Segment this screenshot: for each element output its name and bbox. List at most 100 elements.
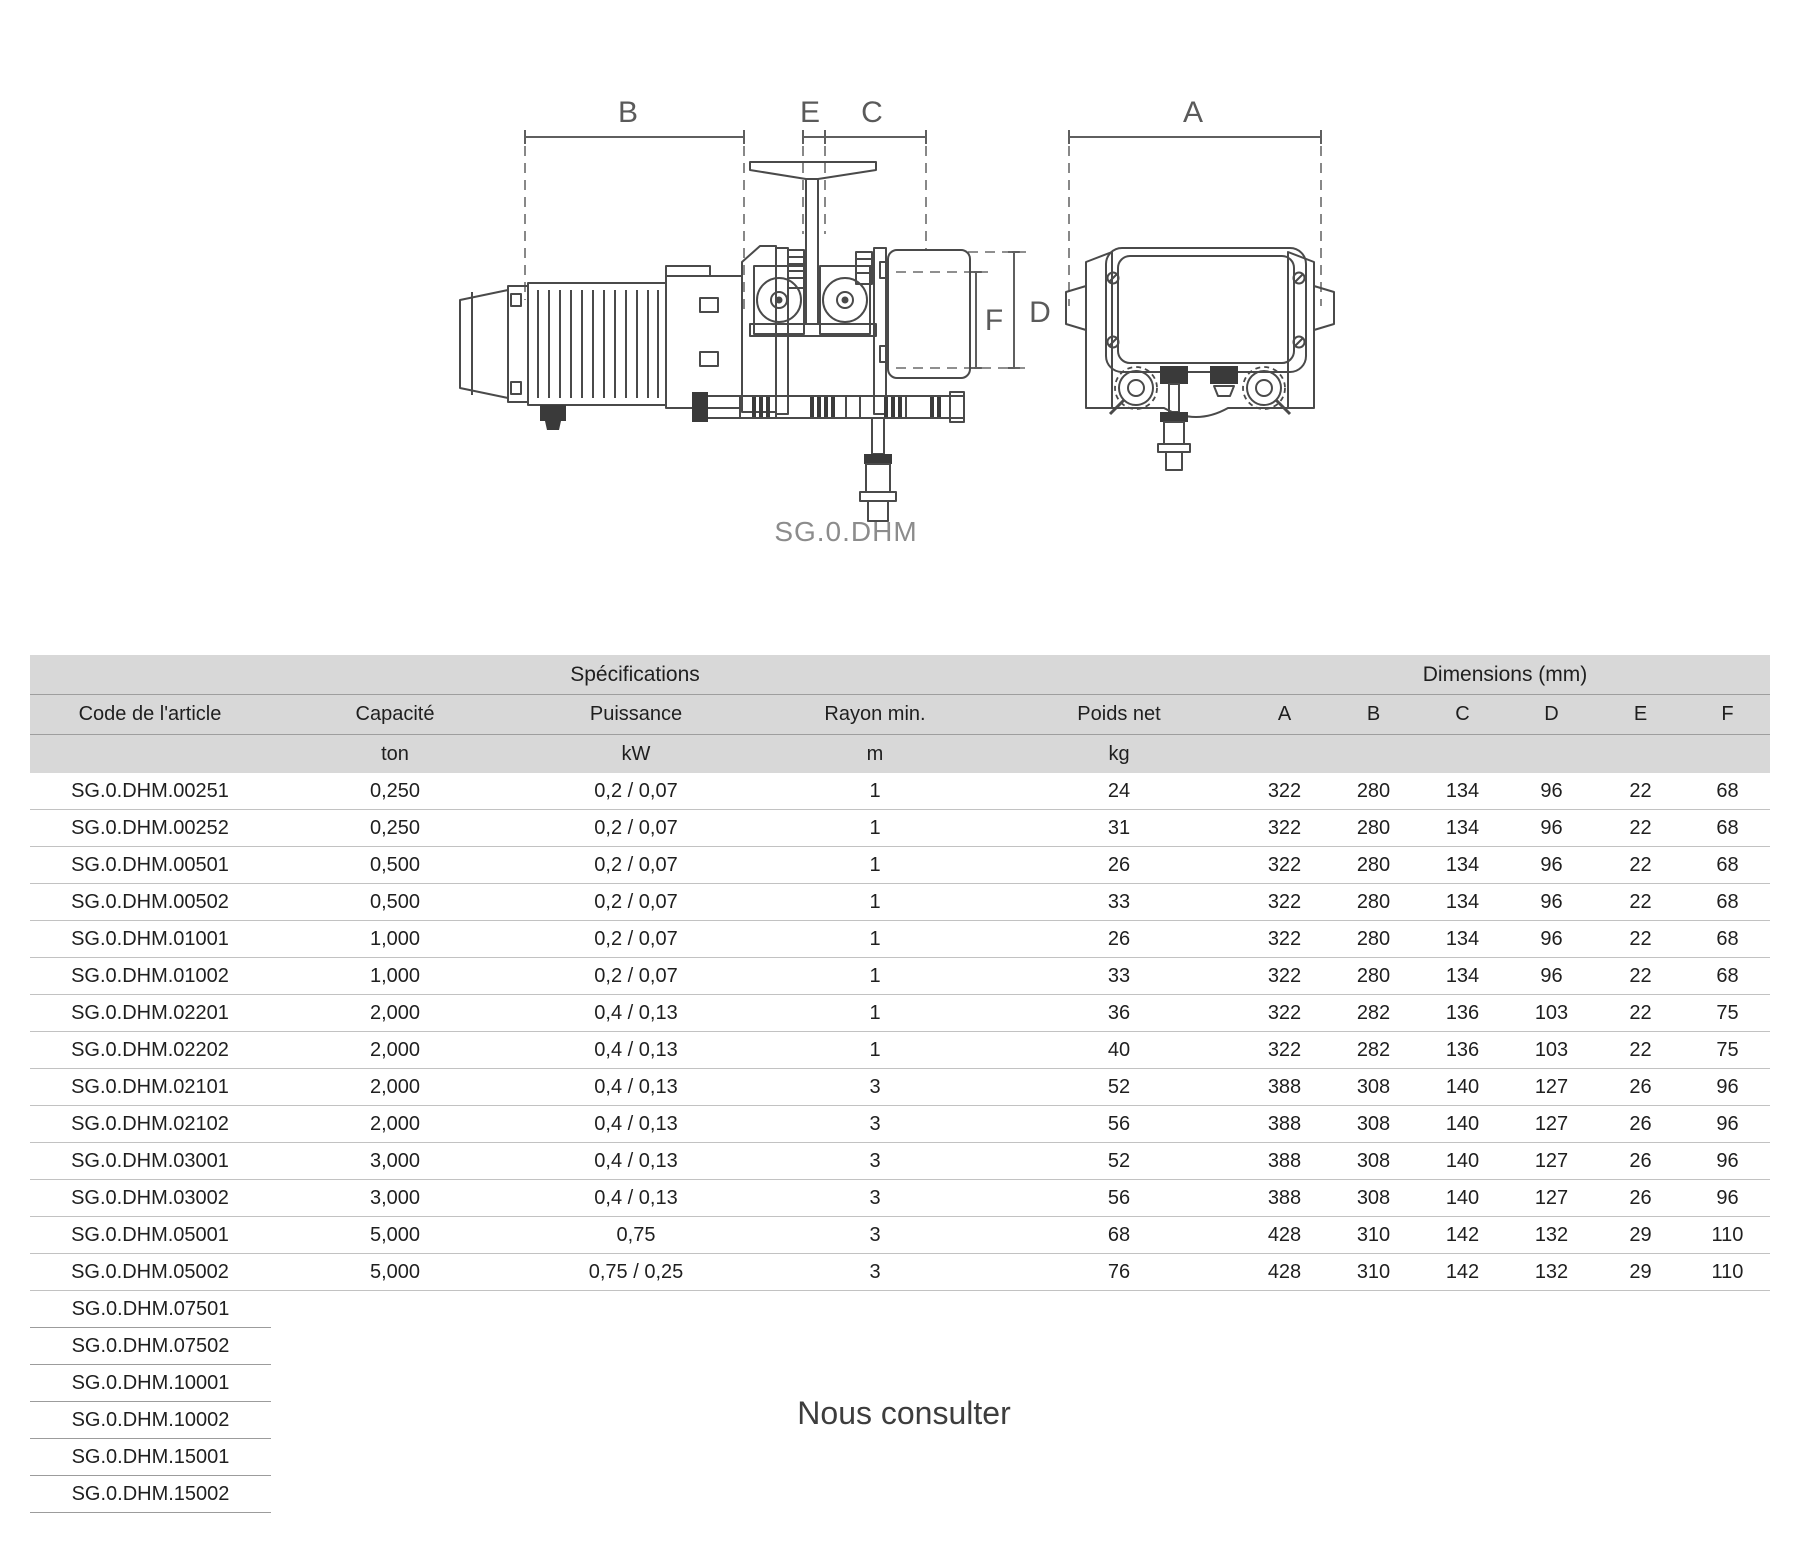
unit-cell <box>1329 735 1418 773</box>
value-cell: 140 <box>1445 1112 1480 1135</box>
table-row: SG.0.DHM.00251 0,250 0,2 / 0,07 1 24 322 280 13… <box>30 773 1770 810</box>
value-cell: 2,000 <box>369 1038 421 1061</box>
value-cell: 110 <box>1711 1223 1744 1246</box>
value-cell: 388 <box>1267 1075 1302 1098</box>
value-cell: 1 <box>869 853 881 876</box>
value-cell: 29 <box>1629 1223 1652 1246</box>
value-cell: 68 <box>1716 927 1739 950</box>
value-cell: 134 <box>1445 853 1480 876</box>
value-cell: 142 <box>1445 1260 1480 1283</box>
value-cell: 3 <box>869 1186 881 1209</box>
article-code-cell: SG.0.DHM.00502 <box>71 890 229 913</box>
table-row: SG.0.DHM.02202 2,000 0,4 / 0,13 1 40 322 282 13… <box>30 1032 1770 1069</box>
article-code-cell: SG.0.DHM.01001 <box>71 927 229 950</box>
value-cell: 0,75 <box>616 1223 656 1246</box>
value-cell: 322 <box>1267 853 1302 876</box>
model-caption: SG.0.DHM <box>774 516 918 547</box>
hoist-front-view <box>1065 247 1335 471</box>
unit-cell-kg: kg <box>1108 742 1130 765</box>
hoist-side-view <box>459 161 971 522</box>
value-cell: 68 <box>1716 890 1739 913</box>
unit-cell <box>1240 735 1329 773</box>
table-body: SG.0.DHM.00251 0,250 0,2 / 0,07 1 24 322 280 13… <box>30 773 1770 1291</box>
value-cell: 96 <box>1540 927 1563 950</box>
article-code-cell: SG.0.DHM.02102 <box>71 1112 229 1135</box>
value-cell: 2,000 <box>369 1001 421 1024</box>
value-cell: 280 <box>1356 927 1391 950</box>
article-code-cell: SG.0.DHM.05002 <box>71 1260 229 1283</box>
article-code-cell: SG.0.DHM.03002 <box>71 1186 229 1209</box>
value-cell: 0,2 / 0,07 <box>594 890 678 913</box>
value-cell: 52 <box>1107 1075 1131 1098</box>
value-cell: 5,000 <box>369 1223 421 1246</box>
table-row: SG.0.DHM.02201 2,000 0,4 / 0,13 1 36 322 282 13… <box>30 995 1770 1032</box>
value-cell: 310 <box>1356 1260 1391 1283</box>
value-cell: 96 <box>1540 964 1563 987</box>
value-cell: 0,4 / 0,13 <box>594 1149 678 1172</box>
consult-code-row: SG.0.DHM.10002 <box>30 1402 271 1439</box>
value-cell: 22 <box>1629 1038 1652 1061</box>
unit-cell-kw: kW <box>621 742 651 765</box>
value-cell: 96 <box>1716 1075 1739 1098</box>
value-cell: 29 <box>1629 1260 1652 1283</box>
value-cell: 26 <box>1629 1149 1652 1172</box>
value-cell: 0,2 / 0,07 <box>594 779 678 802</box>
unit-cell <box>1418 735 1507 773</box>
value-cell: 1 <box>869 890 881 913</box>
unit-cell <box>1596 735 1685 773</box>
value-cell: 132 <box>1534 1223 1569 1246</box>
value-cell: 56 <box>1107 1112 1131 1135</box>
value-cell: 22 <box>1629 779 1652 802</box>
col-header-weight: Poids net <box>1077 703 1161 725</box>
column-header-row: Code de l'article Capacité Puissance Ray… <box>30 695 1770 735</box>
group-header-row: Spécifications Dimensions (mm) <box>30 655 1770 695</box>
table-row: SG.0.DHM.00502 0,500 0,2 / 0,07 1 33 322 280 13… <box>30 884 1770 921</box>
value-cell: 322 <box>1267 816 1302 839</box>
value-cell: 1 <box>869 964 881 987</box>
value-cell: 280 <box>1356 964 1391 987</box>
group-header-specifications: Spécifications <box>570 662 700 686</box>
value-cell: 280 <box>1356 853 1391 876</box>
dim-label-d: D <box>1029 296 1051 329</box>
article-code-cell: SG.0.DHM.01002 <box>71 964 229 987</box>
value-cell: 68 <box>1716 779 1739 802</box>
value-cell: 96 <box>1540 779 1563 802</box>
col-header-d: D <box>1544 703 1559 725</box>
consult-code-row: SG.0.DHM.10001 <box>30 1365 271 1402</box>
value-cell: 132 <box>1534 1260 1569 1283</box>
value-cell: 36 <box>1107 1001 1131 1024</box>
value-cell: 110 <box>1711 1260 1744 1283</box>
value-cell: 134 <box>1445 890 1480 913</box>
dim-label-a: A <box>1183 96 1203 129</box>
value-cell: 127 <box>1534 1186 1569 1209</box>
value-cell: 68 <box>1716 853 1739 876</box>
value-cell: 134 <box>1445 779 1480 802</box>
consult-code-row: SG.0.DHM.07501 <box>30 1291 271 1328</box>
value-cell: 134 <box>1445 927 1480 950</box>
article-code-cell: SG.0.DHM.05001 <box>71 1223 229 1246</box>
value-cell: 308 <box>1356 1186 1391 1209</box>
article-code-cell: SG.0.DHM.00252 <box>71 816 229 839</box>
specifications-table: Spécifications Dimensions (mm) Code de l… <box>30 655 1770 1513</box>
value-cell: 428 <box>1267 1223 1302 1246</box>
col-header-code: Code de l'article <box>78 703 222 725</box>
value-cell: 0,2 / 0,07 <box>594 816 678 839</box>
value-cell: 322 <box>1267 779 1302 802</box>
value-cell: 1,000 <box>369 964 421 987</box>
value-cell: 26 <box>1629 1186 1652 1209</box>
group-header-dimensions: Dimensions (mm) <box>1422 662 1588 686</box>
value-cell: 26 <box>1107 853 1131 876</box>
value-cell: 388 <box>1267 1112 1302 1135</box>
value-cell: 96 <box>1716 1112 1739 1135</box>
value-cell: 103 <box>1534 1001 1569 1024</box>
value-cell: 3 <box>869 1260 881 1283</box>
value-cell: 22 <box>1629 890 1652 913</box>
value-cell: 1 <box>869 1001 881 1024</box>
value-cell: 26 <box>1107 927 1131 950</box>
value-cell: 0,500 <box>369 853 421 876</box>
value-cell: 0,2 / 0,07 <box>594 927 678 950</box>
table-header: Spécifications Dimensions (mm) Code de l… <box>30 655 1770 773</box>
value-cell: 0,250 <box>369 816 421 839</box>
value-cell: 140 <box>1445 1186 1480 1209</box>
